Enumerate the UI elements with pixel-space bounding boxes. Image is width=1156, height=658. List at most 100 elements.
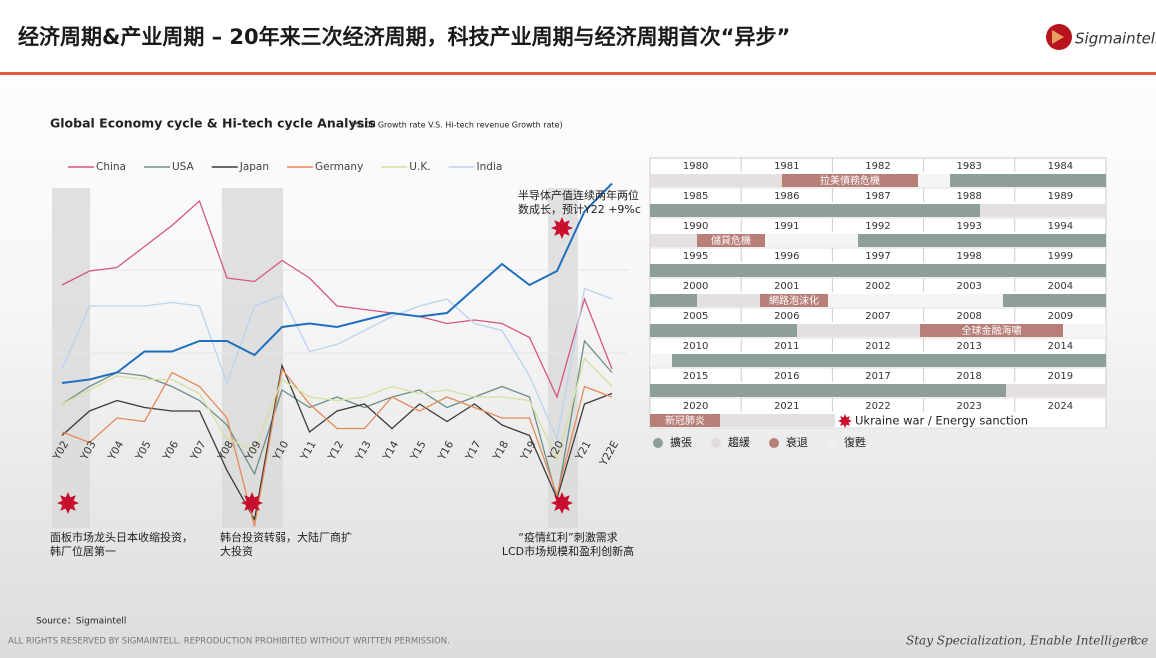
phase-segment <box>1003 294 1106 307</box>
star-marker <box>241 492 263 514</box>
series-line <box>61 287 613 442</box>
legend-label: 復甦 <box>844 436 866 449</box>
legend-dot <box>827 438 837 448</box>
phase-segment <box>765 234 858 247</box>
phase-segment <box>920 324 1063 337</box>
annotation: 数成长，预计Y22 +9%c <box>518 203 641 216</box>
phase-segment <box>697 294 760 307</box>
year-label: 1988 <box>956 191 981 202</box>
year-label: 2009 <box>1048 311 1073 322</box>
year-label: 2024 <box>1048 401 1073 412</box>
year-label: 1989 <box>1048 191 1073 202</box>
year-label: 1983 <box>956 161 981 172</box>
phase-segment <box>650 264 1106 277</box>
year-label: 2021 <box>774 401 799 412</box>
footer-rights: ALL RIGHTS RESERVED BY SIGMAINTELL. REPR… <box>8 637 450 647</box>
year-label: 1981 <box>774 161 799 172</box>
year-label: 1993 <box>956 221 981 232</box>
year-label: 2003 <box>956 281 981 292</box>
year-label: 2001 <box>774 281 799 292</box>
year-label: 1992 <box>865 221 890 232</box>
star-marker <box>551 492 573 514</box>
year-label: 2010 <box>683 341 708 352</box>
legend-dot <box>653 438 663 448</box>
phase-segment <box>650 294 697 307</box>
phase-segment <box>720 414 835 427</box>
phase-segment <box>650 174 782 187</box>
event-label: 儲貸危機 <box>711 234 751 247</box>
annotation: 面板市场龙头日本收缩投资， <box>50 530 193 544</box>
year-label: 2014 <box>1048 341 1073 352</box>
year-label: 1998 <box>956 251 981 262</box>
annotation: 韩厂位居第一 <box>50 544 116 558</box>
legend-label: 趨緩 <box>728 435 750 449</box>
series-line <box>61 357 613 462</box>
annotation: 韩台投资转弱，大陆厂商扩 <box>220 530 352 544</box>
phase-segment <box>650 234 697 247</box>
year-label: 1980 <box>683 161 708 172</box>
phase-segment <box>950 174 1106 187</box>
legend-label: India <box>477 161 503 173</box>
year-label: 2000 <box>683 281 708 292</box>
year-label: 1999 <box>1048 251 1073 262</box>
year-label: 2011 <box>774 341 799 352</box>
source: Source：Sigmaintell <box>36 617 126 627</box>
phase-segment <box>1006 384 1106 397</box>
phase-segment <box>697 234 765 247</box>
logo-text: Sigmaintell <box>1075 30 1156 48</box>
phase-segment <box>650 414 720 427</box>
year-label: 2013 <box>956 341 981 352</box>
year-label: 2020 <box>683 401 708 412</box>
year-label: 1982 <box>865 161 890 172</box>
phase-segment <box>672 354 1106 367</box>
event-label: 網路泡沫化 <box>769 294 819 307</box>
year-label: 1995 <box>683 251 708 262</box>
year-label: 2005 <box>683 311 708 322</box>
annotation: LCD市场规模和盈利创新高 <box>502 544 634 558</box>
annotation: “疫情红利”刺激需求 <box>518 530 617 544</box>
year-label: 1997 <box>865 251 890 262</box>
event-label: 拉美債務危機 <box>820 174 880 187</box>
legend-dot <box>769 438 779 448</box>
chart-title: Global Economy cycle & Hi-tech cycle Ana… <box>50 116 376 131</box>
phase-segment <box>650 384 1006 397</box>
year-label: 1984 <box>1048 161 1073 172</box>
year-label: 1991 <box>774 221 799 232</box>
event-label: 新冠肺炎 <box>665 414 705 427</box>
phase-segment <box>828 294 1003 307</box>
year-label: 2012 <box>865 341 890 352</box>
year-label: 2019 <box>1048 371 1073 382</box>
year-label: 2008 <box>956 311 981 322</box>
legend-label: China <box>96 161 126 173</box>
series-line <box>61 363 613 522</box>
hitech-line <box>61 182 613 384</box>
year-label: 2015 <box>683 371 708 382</box>
year-label: 1994 <box>1048 221 1073 232</box>
phase-segment <box>797 324 920 337</box>
annotation: 大投资 <box>220 544 253 558</box>
phase-segment <box>858 234 1106 247</box>
chart-subtitle: (*GDP Growth rate V.S. Hi-tech revenue G… <box>351 121 563 130</box>
year-label: 2004 <box>1048 281 1073 292</box>
phase-segment <box>1063 324 1106 337</box>
cycle-band <box>52 188 90 528</box>
phase-segment <box>782 174 918 187</box>
year-label: 1990 <box>683 221 708 232</box>
phase-segment <box>980 204 1106 217</box>
legend-label: Germany <box>315 161 363 173</box>
phase-segment <box>918 174 950 187</box>
year-label: 1985 <box>683 191 708 202</box>
star-marker <box>551 217 573 239</box>
timeline-note: Ukraine war / Energy sanction <box>855 414 1028 428</box>
year-label: 2016 <box>774 371 799 382</box>
legend-label: 擴張 <box>670 435 692 449</box>
legend-label: USA <box>172 161 195 173</box>
phase-segment <box>650 204 980 217</box>
series-line <box>61 199 613 399</box>
year-label: 2022 <box>865 401 890 412</box>
series-line <box>61 367 613 527</box>
header-rule <box>0 72 1156 75</box>
year-label: 2006 <box>774 311 799 322</box>
year-label: 1986 <box>774 191 799 202</box>
